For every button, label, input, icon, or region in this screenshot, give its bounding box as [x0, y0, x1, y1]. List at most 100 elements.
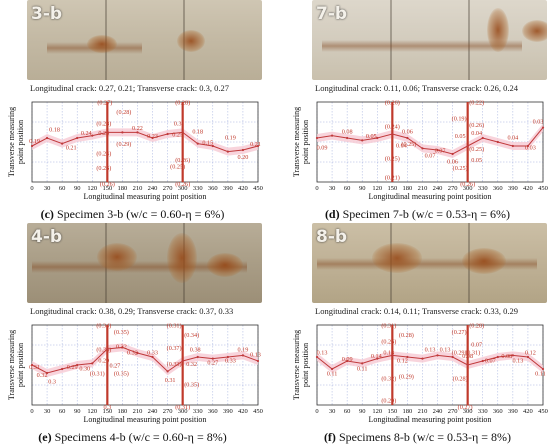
photo-joint — [390, 0, 392, 80]
data-label: 0.33 — [225, 358, 236, 365]
caption-text: Specimen 7-b (w/c = 0.53-η = 6%) — [339, 207, 511, 221]
data-point — [451, 355, 454, 359]
data-label: 0.08 — [501, 353, 512, 360]
data-label: (0.34) — [184, 332, 199, 339]
x-tick-label: 150 — [102, 185, 112, 192]
data-label: 0.23 — [147, 133, 158, 140]
y-axis-label-line1: Transverse measuring — [7, 107, 16, 177]
data-label: (0.35) — [114, 329, 129, 336]
data-label: 0.08 — [342, 128, 353, 135]
data-label: (0.26) — [381, 339, 396, 346]
data-point — [511, 144, 514, 148]
data-point — [121, 131, 124, 134]
photo-label: 3-b — [31, 4, 63, 24]
x-tick-label: 360 — [208, 408, 218, 415]
y-axis-label-line2: point position — [16, 343, 25, 387]
data-label: 0.31 — [29, 364, 40, 371]
data-label: 0.3 — [103, 404, 111, 411]
x-tick-label: 150 — [387, 185, 397, 192]
data-label: (0.25) — [385, 156, 400, 163]
data-label: (0.31) — [167, 323, 182, 330]
data-point — [481, 359, 484, 363]
data-label: 0.07 — [485, 358, 496, 365]
data-label: (0.31) — [381, 323, 396, 330]
x-tick-label: 330 — [478, 185, 488, 192]
panel-caption: (d) Specimen 7-b (w/c = 0.53-η = 6%) — [285, 207, 550, 222]
x-tick-label: 390 — [223, 185, 233, 192]
rust-stain — [522, 20, 547, 42]
data-label: (0.34) — [96, 323, 111, 330]
crack-width-text: Longitudinal crack: 0.38, 0.29; Transver… — [30, 306, 234, 316]
data-point — [315, 136, 319, 140]
data-label: 0.20 — [238, 154, 249, 161]
caption-text: Specimen 3-b (w/c = 0.60-η = 6%) — [53, 207, 225, 221]
data-point — [466, 363, 469, 367]
data-label: 0.14 — [371, 353, 382, 360]
data-point — [421, 147, 424, 150]
rust-stain — [167, 233, 197, 283]
data-label: 0.08 — [462, 353, 473, 360]
chart-svg: 0.090.080.05(0.26)(0.24)0.04(0.25)(0.21)… — [292, 100, 548, 202]
data-label: 0.19 — [29, 138, 40, 145]
data-label: (0.34) — [96, 347, 111, 354]
x-tick-label: 300 — [178, 185, 188, 192]
data-point — [451, 152, 454, 156]
specimen-photo: 8-b — [312, 223, 547, 303]
data-label: 0.13 — [317, 350, 328, 357]
specimen-photo: 4-b — [27, 223, 262, 303]
x-tick-label: 240 — [433, 185, 443, 192]
x-tick-label: 360 — [208, 185, 218, 192]
data-label: (0.24) — [385, 124, 400, 131]
data-point — [196, 355, 199, 359]
panel-7-b: 7-b Longitudinal crack: 0.11, 0.06; Trans… — [285, 0, 550, 221]
data-label: 0.03 — [525, 144, 536, 151]
panel-caption: (e) Specimens 4-b (w/c = 0.60-η = 8%) — [0, 430, 265, 445]
series-line — [316, 354, 544, 370]
x-tick-label: 30 — [44, 408, 51, 415]
data-point — [496, 140, 499, 144]
rust-stain — [462, 248, 506, 274]
data-label: (0.29) — [116, 141, 131, 148]
data-label: 0.05 — [455, 133, 466, 140]
series-line — [31, 346, 259, 374]
data-point — [496, 355, 499, 359]
x-tick-label: 0 — [315, 408, 318, 415]
data-label: (0.26) — [96, 165, 111, 172]
photo-joint — [468, 0, 470, 80]
data-label: (0.21) — [385, 175, 400, 182]
rust-stain — [97, 243, 137, 271]
x-tick-label: 120 — [372, 408, 382, 415]
data-point — [61, 367, 64, 371]
data-point — [76, 136, 79, 140]
data-point — [391, 132, 394, 136]
x-tick-label: 90 — [359, 185, 366, 192]
y-axis-label-line2: point position — [16, 120, 25, 164]
specimen-photo: 7-b — [312, 0, 547, 80]
data-label: 0.19 — [225, 135, 236, 142]
data-label: (0.37) — [167, 345, 182, 352]
data-point — [511, 354, 514, 357]
data-label: (0.28) — [175, 100, 190, 107]
data-point — [76, 363, 79, 367]
x-tick-label: 120 — [372, 185, 382, 192]
series-line — [316, 127, 544, 155]
caption-letter: (c) — [40, 207, 54, 221]
x-tick-label: 240 — [433, 408, 443, 415]
data-point — [226, 150, 229, 153]
data-point — [121, 346, 124, 349]
x-tick-label: 180 — [403, 408, 413, 415]
data-label: 0.33 — [147, 350, 158, 357]
data-point — [346, 359, 349, 363]
y-axis-label-line2: point position — [301, 343, 310, 387]
data-point — [211, 144, 214, 148]
x-tick-label: 390 — [508, 185, 518, 192]
data-label: 0.07 — [435, 148, 446, 155]
x-axis-label: Longitudinal measuring point position — [84, 415, 207, 424]
data-point — [436, 354, 439, 357]
x-tick-label: 120 — [87, 408, 97, 415]
data-label: (0.26) — [469, 122, 484, 129]
data-point — [315, 355, 319, 359]
data-label: 0.3 — [174, 120, 182, 127]
data-point — [330, 134, 334, 137]
data-label: 0.22 — [132, 125, 143, 132]
